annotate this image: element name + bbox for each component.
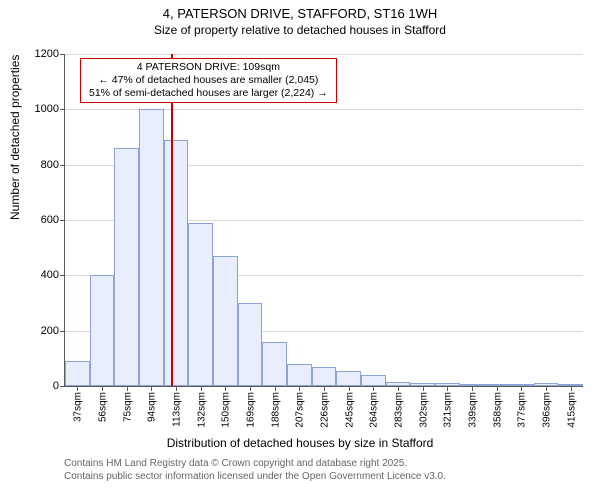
plot-area: 02004006008001000120037sqm56sqm75sqm94sq…	[64, 54, 583, 387]
x-tick	[176, 386, 177, 391]
x-axis-title: Distribution of detached houses by size …	[0, 436, 600, 450]
histogram-bar	[188, 223, 213, 386]
histogram-bar	[139, 109, 164, 386]
y-tick-label: 800	[41, 159, 65, 171]
histogram-bar	[287, 364, 312, 386]
x-tick-label: 415sqm	[564, 392, 577, 428]
histogram-bar	[312, 367, 337, 386]
x-tick-label: 207sqm	[293, 392, 306, 428]
gridline	[65, 54, 583, 55]
y-tick-label: 0	[53, 380, 65, 392]
reference-line	[171, 54, 173, 386]
x-tick-label: 226sqm	[318, 392, 331, 428]
x-tick-label: 245sqm	[342, 392, 355, 428]
histogram-bar	[361, 375, 386, 386]
x-tick-label: 377sqm	[515, 392, 528, 428]
x-tick-label: 321sqm	[441, 392, 454, 428]
x-tick-label: 358sqm	[490, 392, 503, 428]
histogram-bar	[336, 371, 361, 386]
y-tick-label: 600	[41, 214, 65, 226]
x-tick-label: 339sqm	[466, 392, 479, 428]
x-tick	[250, 386, 251, 391]
annotation-line2: ← 47% of detached houses are smaller (2,…	[89, 74, 328, 87]
x-tick	[299, 386, 300, 391]
x-tick-label: 302sqm	[416, 392, 429, 428]
x-tick-label: 169sqm	[244, 392, 257, 428]
x-tick-label: 264sqm	[367, 392, 380, 428]
x-tick	[151, 386, 152, 391]
y-axis-title: Number of detached properties	[8, 55, 22, 220]
x-tick	[423, 386, 424, 391]
x-tick-label: 188sqm	[268, 392, 281, 428]
x-tick	[447, 386, 448, 391]
histogram-bar	[238, 303, 263, 386]
x-tick-label: 94sqm	[145, 392, 158, 422]
x-tick-label: 37sqm	[71, 392, 84, 422]
x-tick-label: 396sqm	[540, 392, 553, 428]
chart-subtitle: Size of property relative to detached ho…	[0, 23, 600, 37]
x-tick	[127, 386, 128, 391]
x-tick-label: 56sqm	[96, 392, 109, 422]
footer-attribution: Contains HM Land Registry data © Crown c…	[64, 458, 446, 483]
annotation-line3: 51% of semi-detached houses are larger (…	[89, 87, 328, 100]
x-tick-label: 75sqm	[120, 392, 133, 422]
chart-title: 4, PATERSON DRIVE, STAFFORD, ST16 1WH	[0, 0, 600, 23]
x-tick	[275, 386, 276, 391]
y-tick-label: 400	[41, 269, 65, 281]
x-tick	[472, 386, 473, 391]
histogram-bar	[90, 275, 115, 386]
x-tick	[77, 386, 78, 391]
x-tick	[102, 386, 103, 391]
x-tick	[497, 386, 498, 391]
histogram-bar	[65, 361, 90, 386]
x-tick	[324, 386, 325, 391]
histogram-bar	[164, 140, 189, 386]
x-tick	[373, 386, 374, 391]
marker-annotation: 4 PATERSON DRIVE: 109sqm ← 47% of detach…	[80, 58, 337, 103]
x-tick-label: 113sqm	[170, 392, 183, 427]
y-tick-label: 1200	[35, 48, 65, 60]
x-tick	[571, 386, 572, 391]
histogram-bar	[213, 256, 238, 386]
x-tick	[398, 386, 399, 391]
footer-line2: Contains public sector information licen…	[64, 471, 446, 484]
y-tick-label: 200	[41, 325, 65, 337]
histogram-bar	[262, 342, 287, 386]
annotation-line1: 4 PATERSON DRIVE: 109sqm	[89, 61, 328, 74]
y-tick-label: 1000	[35, 103, 65, 115]
x-tick	[225, 386, 226, 391]
x-tick-label: 283sqm	[392, 392, 405, 428]
x-tick	[201, 386, 202, 391]
footer-line1: Contains HM Land Registry data © Crown c…	[64, 458, 446, 471]
histogram-bar	[114, 148, 139, 386]
x-tick-label: 132sqm	[194, 392, 207, 428]
x-tick	[546, 386, 547, 391]
x-tick-label: 150sqm	[219, 392, 232, 428]
x-tick	[349, 386, 350, 391]
x-tick	[521, 386, 522, 391]
